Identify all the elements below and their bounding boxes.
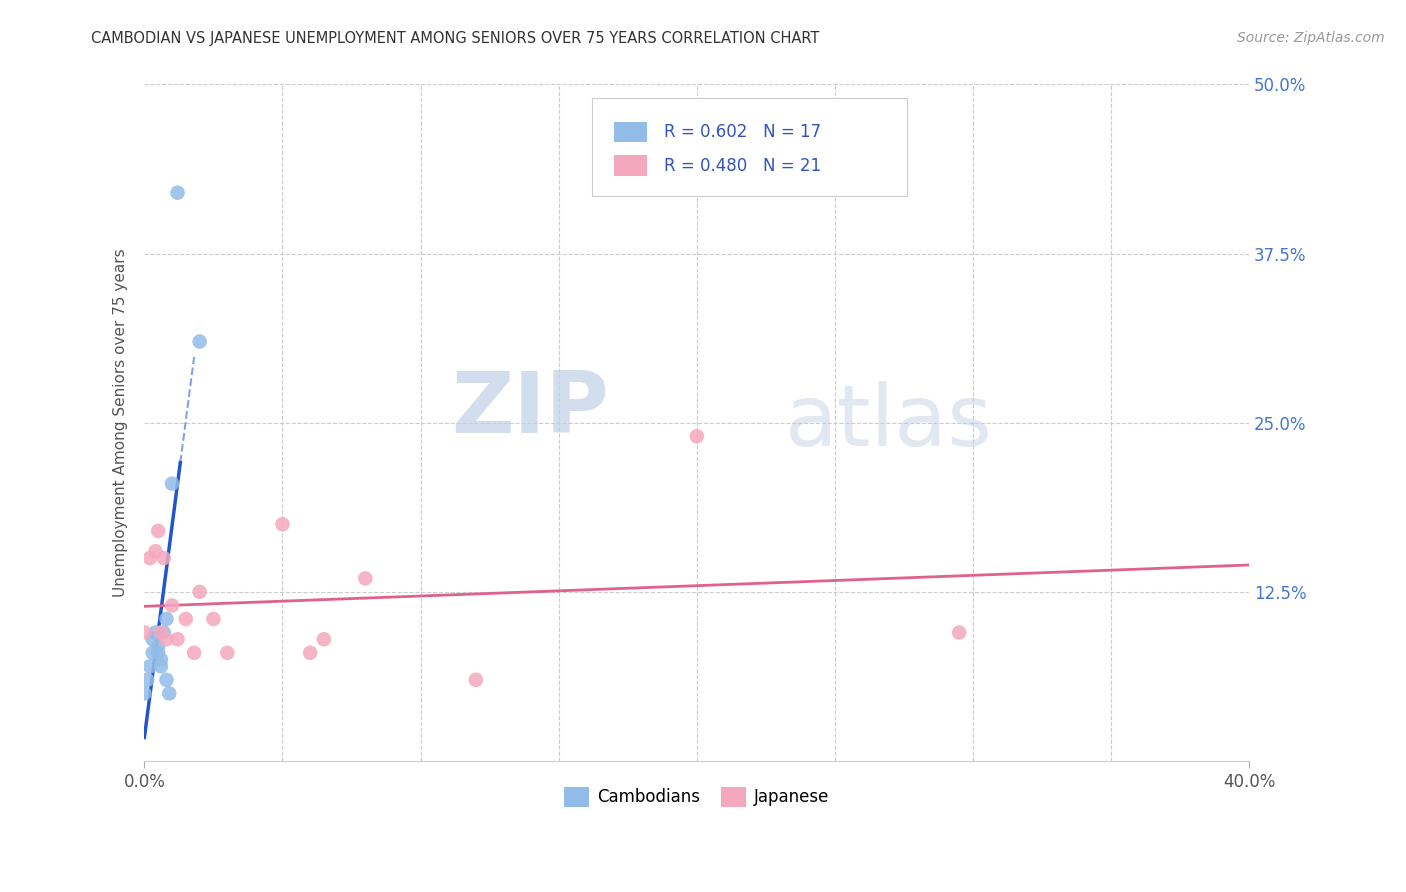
- Text: R = 0.480   N = 21: R = 0.480 N = 21: [664, 157, 821, 175]
- Point: [188, 334, 211, 349]
- FancyBboxPatch shape: [614, 155, 647, 176]
- Point: [202, 612, 225, 626]
- Point: [155, 612, 177, 626]
- Point: [142, 632, 165, 647]
- Point: [149, 659, 172, 673]
- Point: [148, 646, 170, 660]
- Point: [166, 186, 188, 200]
- Point: [152, 625, 174, 640]
- Point: [145, 625, 167, 640]
- Point: [160, 599, 183, 613]
- Point: [148, 639, 170, 653]
- Point: [142, 646, 165, 660]
- Point: [145, 544, 167, 558]
- Point: [166, 632, 188, 647]
- Point: [157, 686, 180, 700]
- Text: atlas: atlas: [785, 381, 993, 464]
- Point: [149, 625, 172, 640]
- Point: [160, 476, 183, 491]
- Point: [464, 673, 486, 687]
- Point: [299, 646, 322, 660]
- Point: [152, 551, 174, 566]
- Point: [148, 524, 170, 538]
- Text: CAMBODIAN VS JAPANESE UNEMPLOYMENT AMONG SENIORS OVER 75 YEARS CORRELATION CHART: CAMBODIAN VS JAPANESE UNEMPLOYMENT AMONG…: [91, 31, 820, 46]
- Point: [155, 673, 177, 687]
- Point: [271, 517, 294, 532]
- Text: R = 0.602   N = 17: R = 0.602 N = 17: [664, 123, 821, 141]
- Text: Source: ZipAtlas.com: Source: ZipAtlas.com: [1237, 31, 1385, 45]
- Point: [354, 571, 377, 585]
- Text: ZIP: ZIP: [451, 368, 609, 450]
- Point: [183, 646, 205, 660]
- Point: [155, 632, 177, 647]
- Point: [174, 612, 197, 626]
- Point: [139, 659, 162, 673]
- FancyBboxPatch shape: [592, 98, 907, 196]
- Point: [312, 632, 335, 647]
- Point: [139, 551, 162, 566]
- Point: [686, 429, 709, 443]
- Point: [134, 625, 156, 640]
- Point: [948, 625, 970, 640]
- Point: [149, 652, 172, 666]
- Point: [217, 646, 239, 660]
- Legend: Cambodians, Japanese: Cambodians, Japanese: [558, 780, 837, 814]
- Point: [134, 686, 156, 700]
- FancyBboxPatch shape: [614, 121, 647, 142]
- Point: [188, 585, 211, 599]
- Y-axis label: Unemployment Among Seniors over 75 years: Unemployment Among Seniors over 75 years: [114, 249, 128, 597]
- Point: [136, 673, 159, 687]
